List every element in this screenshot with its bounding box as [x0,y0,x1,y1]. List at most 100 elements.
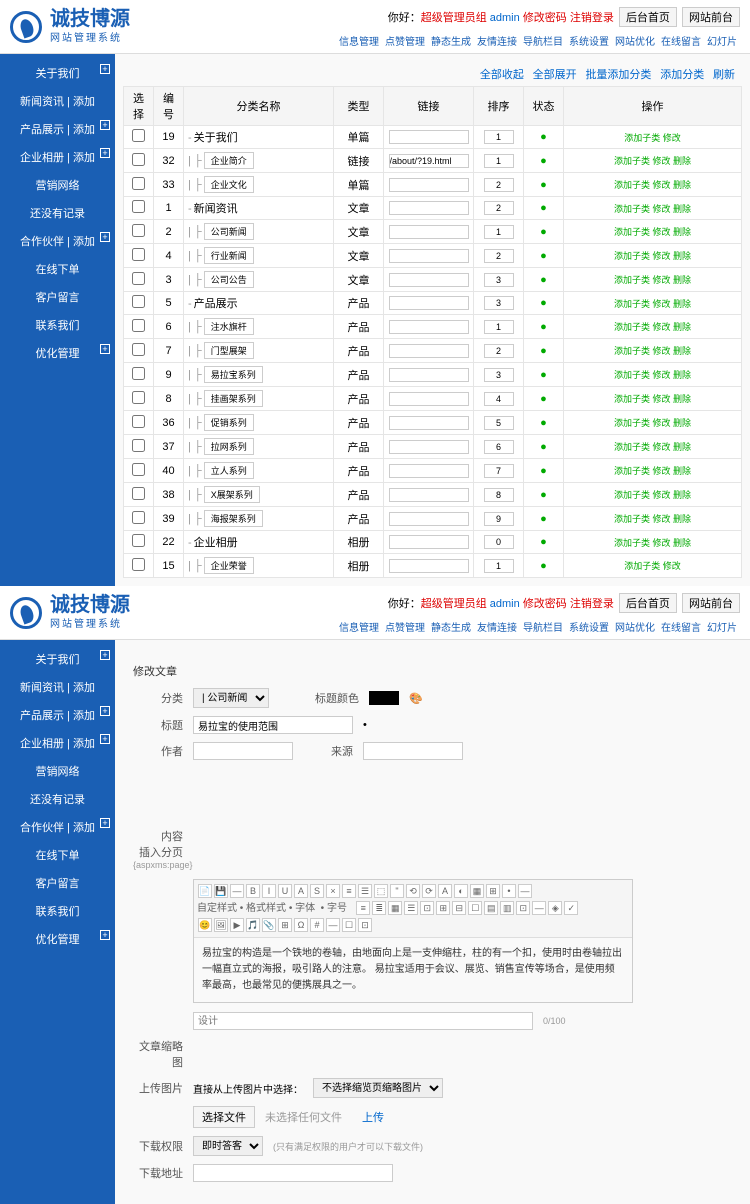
expand-icon[interactable]: + [100,232,110,242]
nav-link[interactable]: 友情连接 [477,37,517,48]
sidebar-item[interactable]: 关于我们+ [0,645,115,673]
link-input[interactable] [389,296,469,310]
nav-link[interactable]: 幻灯片 [707,37,737,48]
row-ops[interactable]: 添加子类 修改 删除 [564,435,742,459]
expand-all[interactable]: 全部展开 [533,69,577,81]
row-ops[interactable]: 添加子类 修改 删除 [564,483,742,507]
sidebar-item[interactable]: 还没有记录 [0,199,115,227]
nav-link[interactable]: 网站优化 [615,623,655,634]
site-front-button[interactable]: 网站前台 [682,7,740,27]
row-ops[interactable]: 添加子类 修改 删除 [564,363,742,387]
row-checkbox[interactable] [132,224,145,237]
link-input[interactable] [389,344,469,358]
nav-link[interactable]: 信息管理 [339,623,379,634]
logout[interactable]: 注销登录 [570,12,614,24]
link-input[interactable] [389,440,469,454]
row-checkbox[interactable] [132,343,145,356]
sort-input[interactable] [484,368,514,382]
sort-input[interactable] [484,178,514,192]
nav-link[interactable]: 系统设置 [569,37,609,48]
sort-input[interactable] [484,488,514,502]
sidebar-item[interactable]: 营销网络 [0,757,115,785]
sidebar-item[interactable]: 合作伙伴 | 添加+ [0,227,115,255]
sidebar-item[interactable]: 关于我们+ [0,59,115,87]
sort-input[interactable] [484,130,514,144]
row-checkbox[interactable] [132,367,145,380]
nav-link[interactable]: 点赞管理 [385,37,425,48]
row-ops[interactable]: 添加子类 修改 删除 [564,531,742,554]
file-button[interactable]: 选择文件 [193,1106,255,1128]
expand-icon[interactable]: + [100,64,110,74]
expand-icon[interactable]: + [100,650,110,660]
sort-input[interactable] [484,154,514,168]
refresh[interactable]: 刷新 [713,69,735,81]
sidebar-item[interactable]: 企业相册 | 添加+ [0,143,115,171]
nav-link[interactable]: 在线留言 [661,623,701,634]
row-ops[interactable]: 添加子类 修改 删除 [564,220,742,244]
row-checkbox[interactable] [132,415,145,428]
sidebar-item[interactable]: 优化管理+ [0,339,115,367]
row-checkbox[interactable] [132,200,145,213]
row-ops[interactable]: 添加子类 修改 [564,554,742,578]
nav-link[interactable]: 静态生成 [431,37,471,48]
link-input[interactable] [389,273,469,287]
link-input[interactable] [389,559,469,573]
expand-icon[interactable]: + [100,706,110,716]
add-category[interactable]: 添加分类 [660,69,704,81]
sidebar-item[interactable]: 还没有记录 [0,785,115,813]
sidebar-item[interactable]: 产品展示 | 添加+ [0,701,115,729]
row-checkbox[interactable] [132,534,145,547]
sidebar-item[interactable]: 营销网络 [0,171,115,199]
batch-add[interactable]: 批量添加分类 [585,69,651,81]
row-checkbox[interactable] [132,295,145,308]
link-input[interactable] [389,512,469,526]
row-ops[interactable]: 添加子类 修改 删除 [564,507,742,531]
nav-link[interactable]: 点赞管理 [385,623,425,634]
admin-home-button[interactable]: 后台首页 [619,7,677,27]
row-ops[interactable]: 添加子类 修改 删除 [564,411,742,435]
link-input[interactable] [389,201,469,215]
link-input[interactable] [389,488,469,502]
sort-input[interactable] [484,535,514,549]
row-ops[interactable]: 添加子类 修改 [564,126,742,149]
row-ops[interactable]: 添加子类 修改 删除 [564,459,742,483]
row-checkbox[interactable] [132,129,145,142]
source-input[interactable] [363,742,463,760]
expand-icon[interactable]: + [100,344,110,354]
color-picker[interactable] [369,691,399,705]
row-ops[interactable]: 添加子类 修改 删除 [564,315,742,339]
upload-button[interactable]: 上传 [362,1109,384,1125]
expand-icon[interactable]: + [100,818,110,828]
link-input[interactable] [389,464,469,478]
row-ops[interactable]: 添加子类 修改 删除 [564,268,742,292]
row-checkbox[interactable] [132,558,145,571]
row-ops[interactable]: 添加子类 修改 删除 [564,292,742,315]
sidebar-item[interactable]: 新闻资讯 | 添加 [0,87,115,115]
link-input[interactable] [389,392,469,406]
sort-input[interactable] [484,416,514,430]
thumb-select[interactable]: 不选择缩览页缩略图片 [313,1078,443,1098]
row-checkbox[interactable] [132,391,145,404]
row-ops[interactable]: 添加子类 修改 删除 [564,173,742,197]
nav-link[interactable]: 系统设置 [569,623,609,634]
sidebar-item[interactable]: 优化管理+ [0,925,115,953]
row-checkbox[interactable] [132,487,145,500]
row-checkbox[interactable] [132,177,145,190]
sort-input[interactable] [484,201,514,215]
link-input[interactable] [389,225,469,239]
nav-link[interactable]: 幻灯片 [707,623,737,634]
editor-toolbar[interactable]: 📄💾—BIUAS×≡☰⬚"⟲⟳A◐▦⊞•— 自定样式 • 格式样式 • 字体 •… [194,880,632,938]
expand-icon[interactable]: + [100,148,110,158]
row-ops[interactable]: 添加子类 修改 删除 [564,149,742,173]
sidebar-item[interactable]: 在线下单 [0,255,115,283]
row-checkbox[interactable] [132,153,145,166]
sidebar-item[interactable]: 产品展示 | 添加+ [0,115,115,143]
sidebar-item[interactable]: 联系我们 [0,311,115,339]
expand-icon[interactable]: + [100,734,110,744]
row-checkbox[interactable] [132,463,145,476]
sort-input[interactable] [484,440,514,454]
sort-input[interactable] [484,512,514,526]
sort-input[interactable] [484,559,514,573]
nav-link[interactable]: 导航栏目 [523,623,563,634]
link-input[interactable] [389,130,469,144]
